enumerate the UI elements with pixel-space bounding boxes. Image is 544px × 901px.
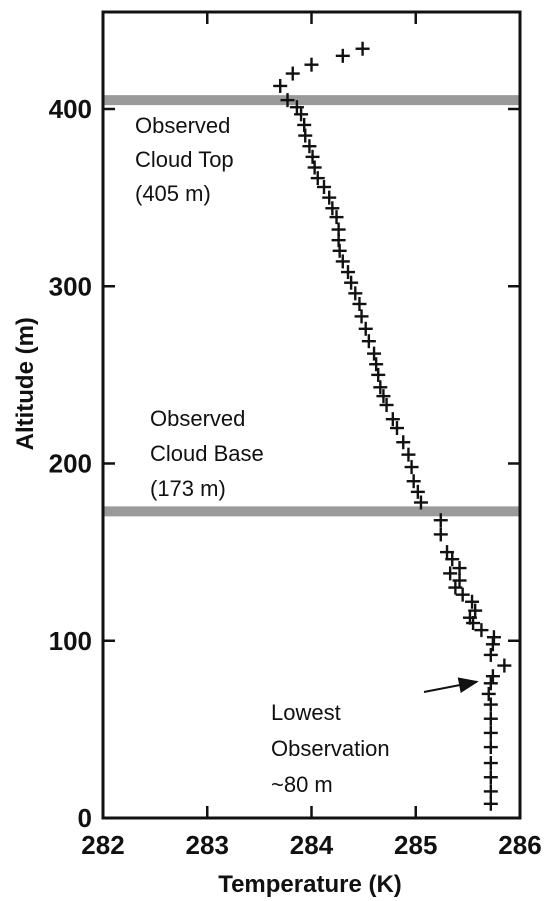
- data-point: [310, 171, 325, 186]
- x-tick-label: 286: [498, 830, 541, 860]
- data-point: [497, 658, 512, 673]
- data-point: [305, 149, 320, 164]
- data-point: [483, 676, 498, 691]
- data-point: [325, 201, 340, 216]
- data-point: [355, 41, 370, 56]
- data-point: [367, 346, 382, 361]
- data-point: [273, 78, 288, 93]
- data-point: [322, 190, 337, 205]
- data-point: [335, 254, 350, 269]
- data-point: [348, 286, 363, 301]
- data-point: [448, 580, 463, 595]
- data-point: [404, 460, 419, 475]
- y-tick-label: 400: [49, 94, 92, 124]
- data-point: [443, 566, 458, 581]
- data-point: [335, 48, 350, 63]
- data-point: [483, 796, 498, 811]
- lowest-observation-annotation-line: ~80 m: [271, 772, 333, 797]
- data-point: [329, 210, 344, 225]
- data-point: [280, 93, 295, 108]
- lowest-observation-arrow: [423, 677, 479, 694]
- cloud-top-annotation-line: Observed: [135, 113, 230, 138]
- data-point: [410, 484, 425, 499]
- data-point: [483, 697, 498, 712]
- data-point: [483, 784, 498, 799]
- data-point: [344, 275, 359, 290]
- lowest-observation-annotation-line: Observation: [271, 736, 390, 761]
- data-point: [486, 630, 501, 645]
- data-point: [396, 435, 411, 450]
- data-point: [307, 160, 322, 175]
- y-axis-title: Altitude (m): [12, 317, 39, 450]
- data-point: [331, 222, 346, 237]
- data-point: [483, 725, 498, 740]
- data-point: [354, 309, 369, 324]
- data-point: [483, 647, 498, 662]
- data-point: [317, 179, 332, 194]
- data-point: [401, 447, 416, 462]
- data-point: [452, 573, 467, 588]
- data-point: [485, 669, 500, 684]
- data-point: [369, 357, 384, 372]
- cloud-base-annotation-line: Cloud Base: [150, 441, 264, 466]
- cloud-base-annotation-line: Observed: [150, 406, 245, 431]
- data-point: [462, 610, 477, 625]
- data-point: [294, 107, 309, 122]
- x-tick-label: 282: [81, 830, 124, 860]
- data-point: [358, 321, 373, 336]
- x-tick-label: 283: [186, 830, 229, 860]
- data-point: [304, 57, 319, 72]
- data-point: [340, 265, 355, 280]
- data-point: [445, 552, 460, 567]
- data-point: [371, 367, 386, 382]
- data-point: [483, 756, 498, 771]
- data-point: [297, 117, 312, 132]
- data-point: [483, 711, 498, 726]
- data-point: [389, 421, 404, 436]
- data-point: [361, 334, 376, 349]
- data-point: [433, 527, 448, 542]
- data-point: [373, 380, 388, 395]
- cloud-top-band: [103, 95, 520, 106]
- data-point: [302, 139, 317, 154]
- data-point: [285, 66, 300, 81]
- x-tick-label: 285: [394, 830, 437, 860]
- x-axis-title: Temperature (K): [218, 871, 402, 898]
- y-tick-label: 300: [49, 271, 92, 301]
- data-point: [352, 296, 367, 311]
- data-point: [452, 561, 467, 576]
- y-tick-label: 200: [49, 449, 92, 479]
- data-point: [474, 623, 489, 638]
- data-point: [468, 603, 483, 618]
- data-point: [433, 513, 448, 528]
- x-tick-label: 284: [290, 830, 334, 860]
- y-tick-label: 0: [78, 803, 92, 833]
- data-point: [483, 740, 498, 755]
- data-point: [385, 412, 400, 427]
- cloud-top-annotation-line: Cloud Top: [135, 147, 234, 172]
- data-point: [481, 686, 496, 701]
- data-point: [465, 594, 480, 609]
- cloud-top-annotation-line: (405 m): [135, 181, 211, 206]
- cloud-base-band: [103, 506, 520, 517]
- y-tick-label: 100: [49, 626, 92, 656]
- data-point: [440, 545, 455, 560]
- data-point: [379, 398, 394, 413]
- lowest-observation-annotation-line: Lowest: [271, 700, 341, 725]
- data-point: [289, 100, 304, 115]
- cloud-base-annotation-line: (173 m): [150, 476, 226, 501]
- data-point: [376, 389, 391, 404]
- data-point: [406, 474, 421, 489]
- data-point: [455, 587, 470, 602]
- data-point: [483, 770, 498, 785]
- data-point: [413, 495, 428, 510]
